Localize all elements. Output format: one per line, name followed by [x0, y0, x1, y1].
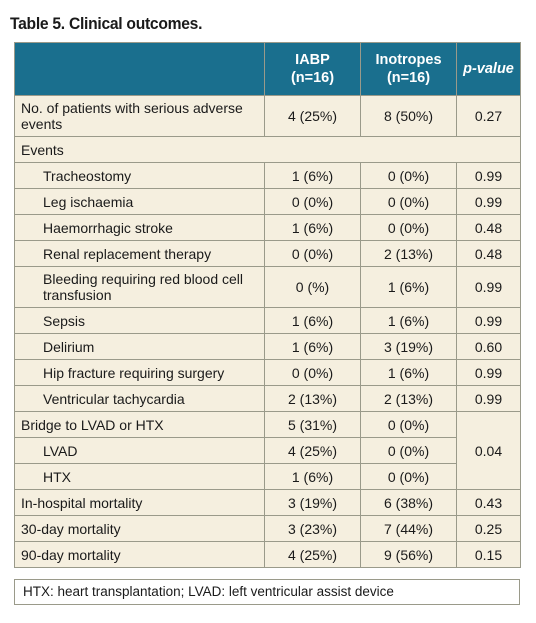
iabp-value: 1 (6%)	[264, 214, 361, 241]
row-label: HTX	[14, 463, 265, 490]
row-label: Ventricular tachycardia	[14, 385, 265, 412]
iabp-value: 1 (6%)	[264, 307, 361, 334]
p-value: 0.48	[456, 214, 521, 241]
row-label: Tracheostomy	[14, 162, 265, 189]
row-label: 30-day mortality	[14, 515, 265, 542]
p-value: 0.48	[456, 240, 521, 267]
row-label: 90-day mortality	[14, 541, 265, 568]
row-label: No. of patients with serious adverse eve…	[14, 95, 265, 137]
table-row: Renal replacement therapy 0 (0%) 2 (13%)…	[14, 240, 521, 267]
inotropes-value: 9 (56%)	[360, 541, 457, 568]
table-row: Delirium 1 (6%) 3 (19%) 0.60	[14, 333, 521, 360]
table-row: 30-day mortality 3 (23%) 7 (44%) 0.25	[14, 515, 521, 542]
p-value: 0.25	[456, 515, 521, 542]
inotropes-value: 8 (50%)	[360, 95, 457, 137]
iabp-value: 5 (31%)	[264, 411, 361, 438]
iabp-value: 1 (6%)	[264, 333, 361, 360]
inotropes-value: 3 (19%)	[360, 333, 457, 360]
inotropes-value: 2 (13%)	[360, 240, 457, 267]
inotropes-value: 0 (0%)	[360, 214, 457, 241]
table-row: In-hospital mortality 3 (19%) 6 (38%) 0.…	[14, 489, 521, 516]
p-value: 0.43	[456, 489, 521, 516]
row-label: LVAD	[14, 437, 265, 464]
iabp-value: 2 (13%)	[264, 385, 361, 412]
row-label: Bleeding requiring red blood cell transf…	[14, 266, 265, 308]
table-row: Bridge to LVAD or HTX 5 (31%) 0 (0%) 0.0…	[14, 411, 521, 490]
inotropes-value: 0 (0%)	[360, 162, 457, 189]
p-value: 0.04	[456, 411, 521, 490]
table-row: Haemorrhagic stroke 1 (6%) 0 (0%) 0.48	[14, 214, 521, 241]
row-label: In-hospital mortality	[14, 489, 265, 516]
p-value: 0.99	[456, 359, 521, 386]
iabp-value: 3 (23%)	[264, 515, 361, 542]
inotropes-value: 1 (6%)	[360, 307, 457, 334]
header-iabp-text: IABP (n=16)	[290, 52, 335, 86]
row-label: Delirium	[14, 333, 265, 360]
table-row: 90-day mortality 4 (25%) 9 (56%) 0.15	[14, 541, 521, 568]
row-label: Events	[14, 136, 521, 163]
header-pvalue: p-value	[456, 42, 521, 96]
row-label: Sepsis	[14, 307, 265, 334]
inotropes-value: 7 (44%)	[360, 515, 457, 542]
table-row: Sepsis 1 (6%) 1 (6%) 0.99	[14, 307, 521, 334]
table-row: Hip fracture requiring surgery 0 (0%) 1 …	[14, 359, 521, 386]
table-row: HTX 1 (6%) 0 (0%)	[14, 463, 521, 490]
row-label: Haemorrhagic stroke	[14, 214, 265, 241]
inotropes-value: 0 (0%)	[360, 437, 457, 464]
iabp-value: 0 (%)	[264, 266, 361, 308]
p-value: 0.99	[456, 188, 521, 215]
table-title: Table 5. Clinical outcomes.	[10, 14, 203, 33]
inotropes-value: 2 (13%)	[360, 385, 457, 412]
inotropes-value: 0 (0%)	[360, 463, 457, 490]
row-label: Hip fracture requiring surgery	[14, 359, 265, 386]
iabp-value: 4 (25%)	[264, 437, 361, 464]
table-row: Leg ischaemia 0 (0%) 0 (0%) 0.99	[14, 188, 521, 215]
p-value: 0.60	[456, 333, 521, 360]
clinical-outcomes-table: IABP (n=16) Inotropes (n=16) p-value No.…	[14, 42, 521, 568]
iabp-value: 4 (25%)	[264, 541, 361, 568]
table-row: Ventricular tachycardia 2 (13%) 2 (13%) …	[14, 385, 521, 412]
iabp-value: 4 (25%)	[264, 95, 361, 137]
p-value: 0.99	[456, 307, 521, 334]
row-label: Bridge to LVAD or HTX	[14, 411, 265, 438]
row-label: Renal replacement therapy	[14, 240, 265, 267]
iabp-value: 0 (0%)	[264, 359, 361, 386]
table-row: Bleeding requiring red blood cell transf…	[14, 266, 521, 308]
iabp-value: 1 (6%)	[264, 463, 361, 490]
header-label	[14, 42, 265, 96]
iabp-value: 3 (19%)	[264, 489, 361, 516]
table-row: Tracheostomy 1 (6%) 0 (0%) 0.99	[14, 162, 521, 189]
p-value: 0.99	[456, 385, 521, 412]
header-iabp: IABP (n=16)	[264, 42, 361, 96]
table-row: Events	[14, 136, 521, 163]
iabp-value: 1 (6%)	[264, 162, 361, 189]
iabp-value: 0 (0%)	[264, 188, 361, 215]
inotropes-value: 6 (38%)	[360, 489, 457, 516]
inotropes-value: 1 (6%)	[360, 266, 457, 308]
row-label: Leg ischaemia	[14, 188, 265, 215]
table-row: LVAD 4 (25%) 0 (0%)	[14, 437, 521, 464]
p-value: 0.27	[456, 95, 521, 137]
p-value: 0.99	[456, 162, 521, 189]
header-inotropes-text: Inotropes (n=16)	[375, 52, 442, 86]
iabp-value: 0 (0%)	[264, 240, 361, 267]
inotropes-value: 1 (6%)	[360, 359, 457, 386]
header-inotropes: Inotropes (n=16)	[360, 42, 457, 96]
p-value: 0.99	[456, 266, 521, 308]
inotropes-value: 0 (0%)	[360, 411, 457, 438]
table-footnote: HTX: heart transplantation; LVAD: left v…	[14, 579, 520, 605]
table-row: No. of patients with serious adverse eve…	[14, 95, 521, 137]
header-row: IABP (n=16) Inotropes (n=16) p-value	[14, 42, 521, 96]
p-value: 0.15	[456, 541, 521, 568]
inotropes-value: 0 (0%)	[360, 188, 457, 215]
